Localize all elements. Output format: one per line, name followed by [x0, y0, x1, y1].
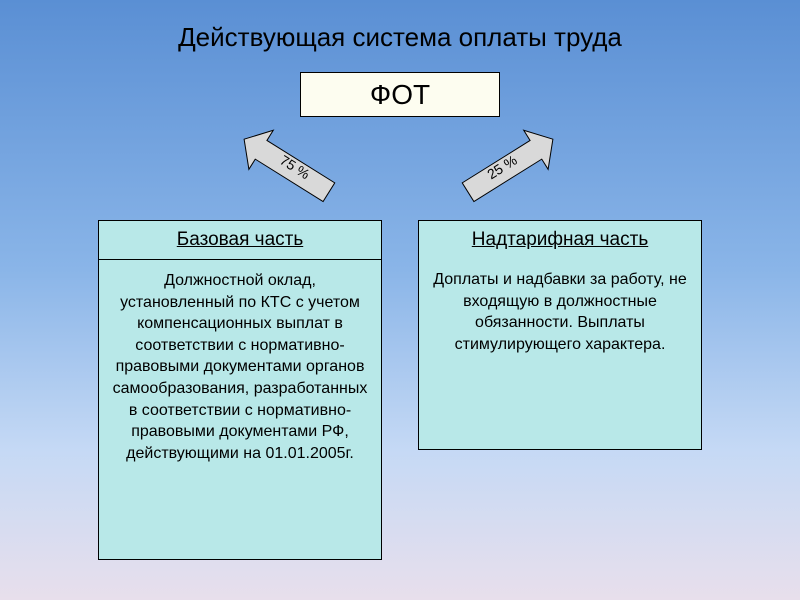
left-card-body: Должностной оклад, установленный по КТС … — [99, 260, 381, 474]
right-card: Надтарифная часть Доплаты и надбавки за … — [418, 220, 702, 450]
left-card-header: Базовая часть — [99, 221, 381, 260]
arrow-left: 75 % — [225, 126, 365, 216]
arrow-right: 25 % — [432, 126, 572, 216]
right-card-header: Надтарифная часть — [419, 221, 701, 259]
left-card: Базовая часть Должностной оклад, установ… — [98, 220, 382, 560]
fot-label: ФОТ — [370, 79, 430, 111]
right-card-body: Доплаты и надбавки за работу, не входящу… — [419, 259, 701, 365]
page-title: Действующая система оплаты труда — [0, 22, 800, 53]
fot-box: ФОТ — [300, 72, 500, 117]
